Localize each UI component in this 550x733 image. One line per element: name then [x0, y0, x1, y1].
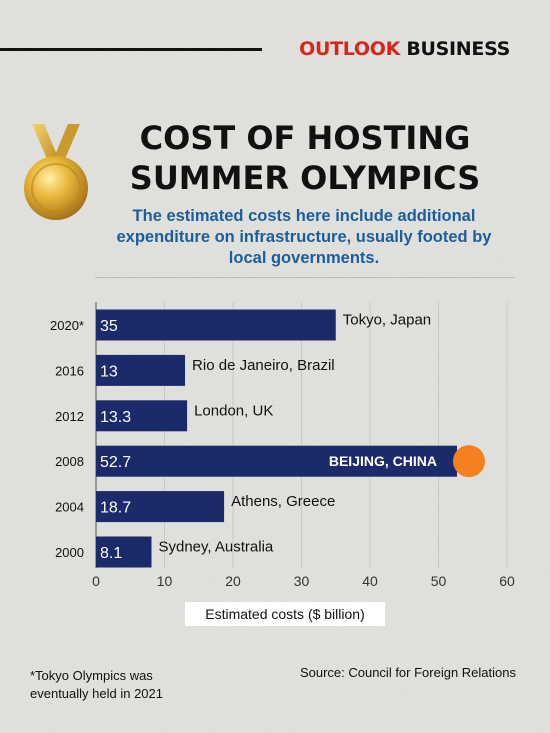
chart-subtitle: The estimated costs here include additio… [116, 207, 492, 267]
year-label: 2020* [50, 318, 84, 333]
bar-value-label: 13.3 [100, 409, 131, 426]
title-line-2: SUMMER OLYMPICS [129, 159, 481, 197]
bar-value-label: 8.1 [100, 545, 122, 562]
x-tick-label: 10 [157, 573, 173, 589]
brand-part-business: BUSINESS [400, 38, 510, 60]
x-tick-label: 60 [499, 573, 515, 589]
divider [95, 277, 515, 278]
brand-part-outlook: OUTLOOK [299, 38, 401, 60]
bar [96, 354, 186, 386]
x-tick-label: 50 [431, 573, 447, 589]
footnote: *Tokyo Olympics was eventually held in 2… [30, 667, 230, 703]
city-label: Athens, Greece [231, 493, 335, 510]
bar-value-label: 13 [100, 363, 118, 380]
gold-medal-icon [24, 124, 88, 220]
bar [96, 445, 457, 477]
header-rule [0, 48, 262, 51]
bar [96, 309, 336, 341]
bar [96, 536, 152, 568]
city-label: BEIJING, CHINA [329, 453, 437, 469]
city-label: London, UK [194, 402, 273, 419]
bar-value-label: 52.7 [100, 454, 131, 471]
year-label: 2000 [55, 545, 84, 560]
bar [96, 400, 188, 432]
bar-value-label: 18.7 [100, 500, 131, 517]
highlight-marker [452, 445, 485, 478]
year-label: 2012 [55, 409, 84, 424]
brand-logo: OUTLOOK BUSINESS [299, 38, 510, 60]
year-label: 2008 [55, 454, 84, 469]
x-axis-title: Estimated costs ($ billion) [185, 602, 385, 626]
chart-title: COST OF HOSTING SUMMER OLYMPICS [115, 118, 495, 198]
footnote-line-2: eventually held in 2021 [30, 686, 163, 701]
bar-chart: 0 10 20 30 40 50 60 2020* 35 Tokyo, Japan 2016 13 Ri… [50, 302, 515, 589]
bar-value-label: 35 [100, 318, 118, 335]
source-note: Source: Council for Foreign Relations [299, 665, 516, 680]
bar [96, 491, 225, 523]
city-label: Rio de Janeiro, Brazil [192, 357, 335, 374]
title-line-1: COST OF HOSTING [139, 119, 471, 157]
year-label: 2016 [55, 363, 84, 378]
city-label: Sydney, Australia [158, 539, 273, 556]
x-tick-label: 20 [225, 573, 241, 589]
year-label: 2004 [55, 500, 84, 515]
x-tick-label: 40 [362, 573, 378, 589]
footnote-line-1: *Tokyo Olympics was [30, 668, 153, 683]
city-label: Tokyo, Japan [343, 312, 431, 329]
x-tick-label: 30 [294, 573, 310, 589]
x-tick-label: 0 [92, 573, 100, 589]
